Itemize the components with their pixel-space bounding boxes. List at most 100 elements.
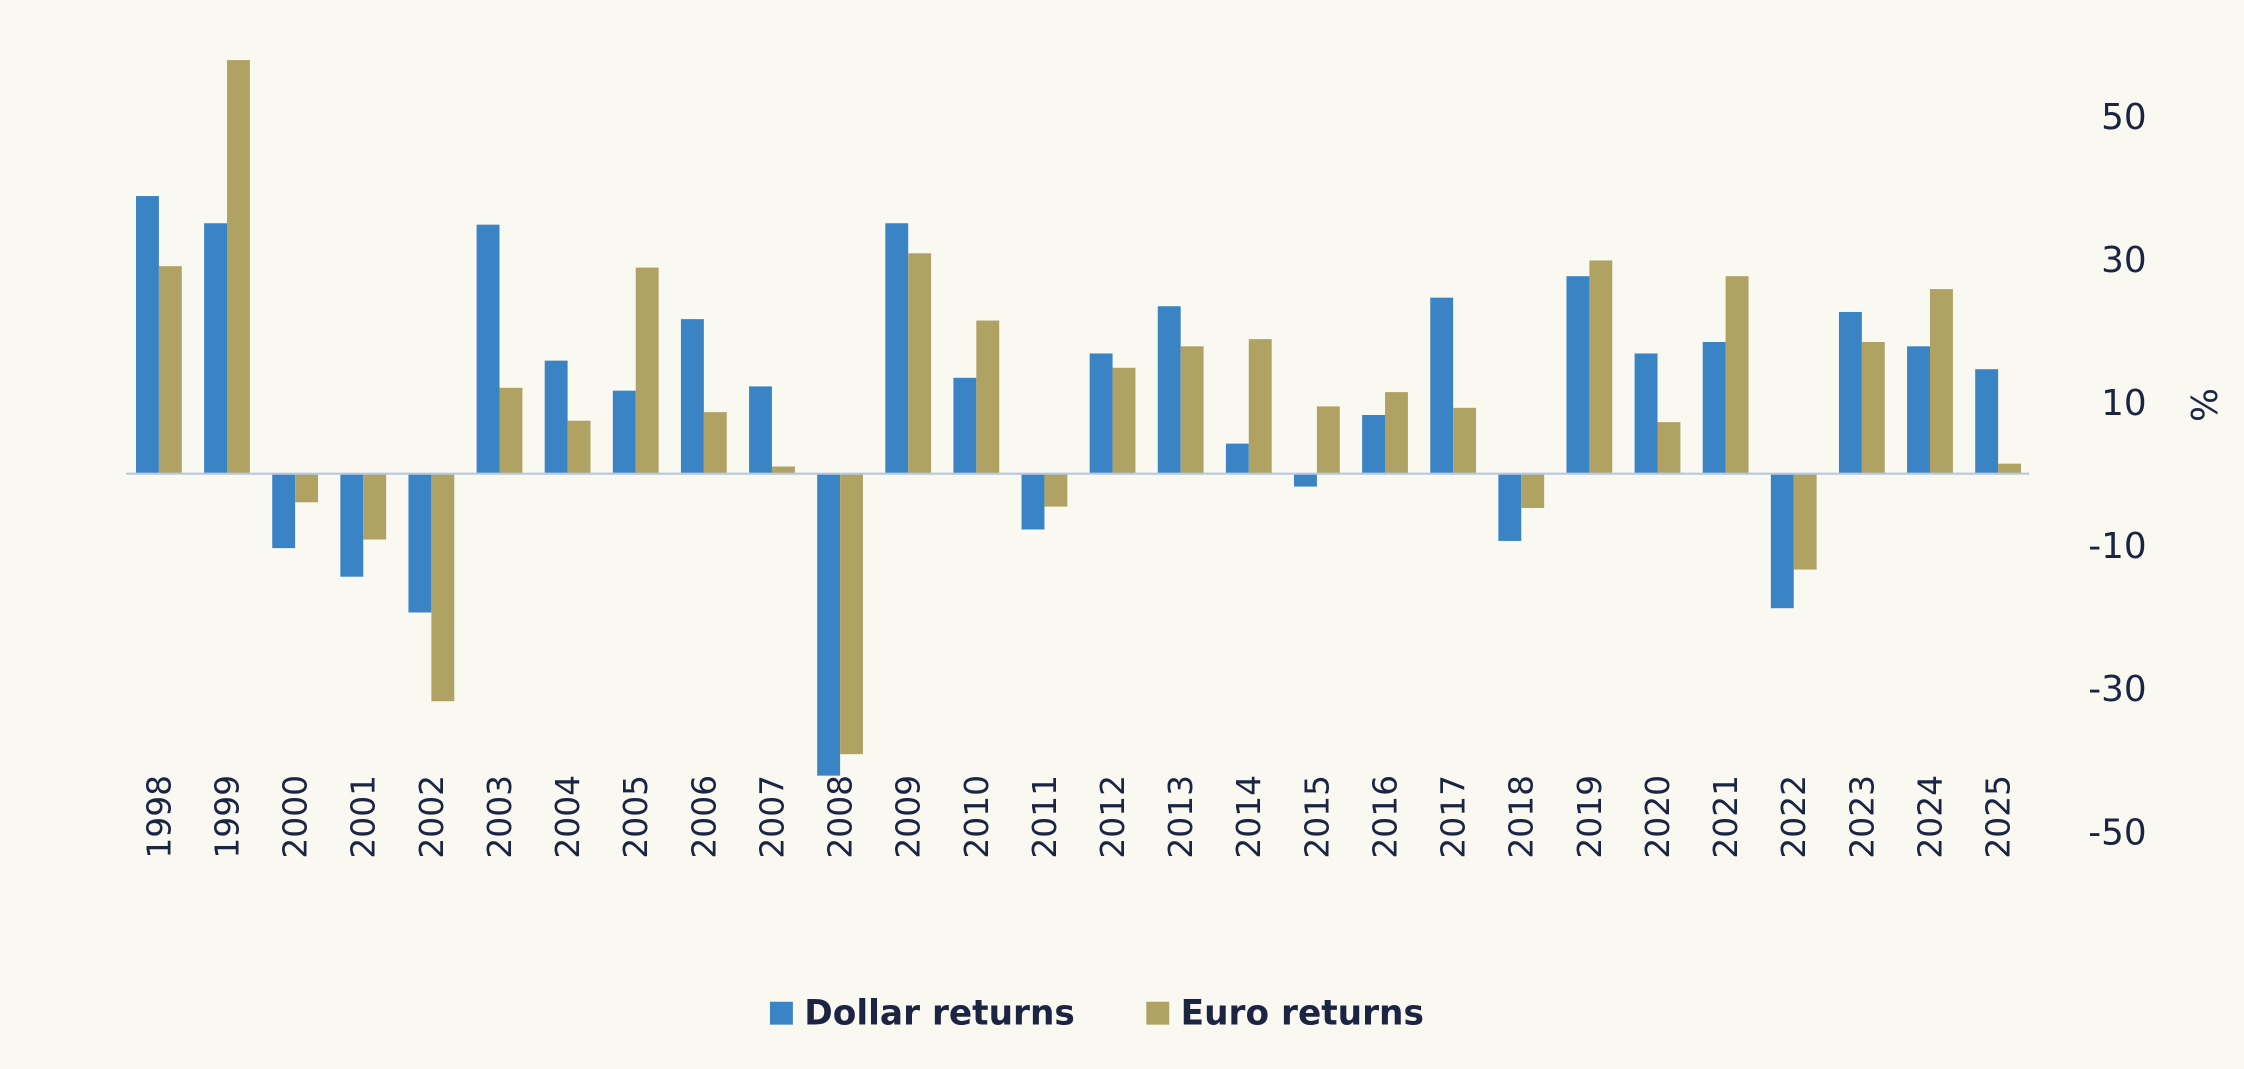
- dollar-bar-2017: [1430, 297, 1454, 474]
- x-tick-label: 2021: [1706, 775, 1745, 859]
- dollar-bar-2005: [612, 390, 636, 474]
- x-tick-label: 2012: [1093, 775, 1132, 859]
- legend-label-dollar: Dollar returns: [804, 994, 1075, 1034]
- x-tick-label: 2013: [1161, 775, 1200, 859]
- dollar-bar-2006: [680, 319, 704, 474]
- x-axis-ticks: 1998 1999 2000 2001 2002 2003 2004 2005 2006 2007…: [139, 775, 2017, 859]
- euro-bar-2014: [1248, 339, 1272, 474]
- y-axis-ticks: 50 30 10 -10 -30 -50: [2088, 97, 2146, 854]
- euro-bar-2011: [1044, 473, 1068, 507]
- euro-bar-2013: [1180, 346, 1204, 474]
- euro-bar-2025: [1998, 463, 2021, 474]
- x-tick-label: 1998: [139, 775, 178, 859]
- x-tick-label: 2006: [684, 775, 723, 859]
- dollar-bar-2011: [1021, 473, 1045, 530]
- euro-bar-2022: [1793, 473, 1817, 570]
- x-tick-label: 2018: [1502, 775, 1541, 859]
- x-tick-label: 1999: [207, 775, 246, 859]
- x-tick-label: 2024: [1910, 775, 1949, 859]
- x-tick-label: 2010: [957, 775, 996, 859]
- dollar-bar-2022: [1770, 473, 1794, 609]
- dollar-bar-2025: [1975, 369, 1999, 474]
- bars: [136, 60, 2021, 776]
- dollar-bar-2003: [476, 224, 500, 474]
- dollar-bar-2002: [408, 473, 432, 613]
- legend: Dollar returns Euro returns: [769, 994, 1424, 1034]
- dollar-bar-2014: [1225, 443, 1249, 474]
- x-tick-label: 2014: [1229, 775, 1268, 859]
- y-tick-label: 30: [2101, 240, 2147, 281]
- y-tick-label: -50: [2088, 812, 2146, 853]
- euro-bar-2018: [1521, 473, 1545, 509]
- y-tick-label: 50: [2101, 97, 2147, 138]
- y-tick-label: -10: [2088, 526, 2146, 567]
- x-tick-label: 2020: [1638, 775, 1677, 859]
- euro-bar-2003: [499, 387, 523, 474]
- euro-bar-2001: [363, 473, 387, 540]
- x-tick-label: 2007: [752, 775, 791, 859]
- euro-bar-2017: [1453, 407, 1477, 474]
- dollar-bar-2012: [1089, 353, 1113, 474]
- euro-bar-2002: [431, 473, 455, 702]
- x-tick-label: 2005: [616, 775, 655, 859]
- euro-bar-2021: [1725, 276, 1749, 474]
- dollar-bar-2023: [1838, 311, 1862, 474]
- x-tick-label: 2011: [1025, 775, 1064, 859]
- euro-bar-1999: [227, 60, 250, 474]
- dollar-bar-2000: [272, 473, 296, 549]
- dollar-bar-2021: [1702, 342, 1726, 474]
- dollar-bar-2013: [1157, 306, 1181, 474]
- dollar-bar-2007: [749, 386, 772, 474]
- euro-bar-2016: [1385, 392, 1408, 474]
- euro-bar-2008: [840, 473, 863, 755]
- y-axis-label: %: [2182, 388, 2223, 422]
- dollar-bar-2024: [1907, 346, 1930, 474]
- dollar-bar-2010: [953, 377, 977, 474]
- euro-bar-2009: [908, 253, 932, 474]
- x-tick-label: 2025: [1979, 775, 2018, 859]
- dollar-bar-1998: [136, 196, 159, 474]
- euro-bar-2024: [1929, 289, 1953, 474]
- euro-bar-2004: [567, 420, 591, 474]
- euro-bar-2005: [635, 267, 659, 474]
- dollar-bar-2009: [885, 223, 909, 474]
- euro-bar-1998: [158, 266, 182, 474]
- euro-bar-2000: [295, 473, 319, 503]
- x-tick-label: 2004: [548, 775, 587, 859]
- dollar-bar-2008: [817, 473, 841, 776]
- euro-bar-2007: [771, 466, 795, 474]
- euro-bar-2010: [976, 320, 1000, 474]
- euro-bar-2019: [1589, 260, 1613, 474]
- euro-bar-2020: [1657, 422, 1681, 474]
- x-tick-label: 2008: [821, 775, 860, 859]
- dollar-bar-2020: [1634, 353, 1658, 474]
- euro-bar-2012: [1112, 367, 1136, 474]
- x-tick-label: 2022: [1774, 775, 1813, 859]
- x-tick-label: 2009: [889, 775, 928, 859]
- euro-bar-2023: [1861, 342, 1885, 474]
- euro-bar-2015: [1316, 406, 1340, 474]
- x-tick-label: 2017: [1434, 775, 1473, 859]
- x-tick-label: 2023: [1842, 775, 1881, 859]
- dollar-bar-2004: [544, 360, 568, 474]
- x-tick-label: 2001: [344, 775, 383, 859]
- legend-swatch-euro: [1146, 1001, 1170, 1025]
- x-tick-label: 2019: [1570, 775, 1609, 859]
- dollar-bar-2015: [1294, 473, 1317, 487]
- euro-bar-2006: [703, 412, 727, 474]
- y-tick-label: 10: [2101, 383, 2147, 424]
- y-tick-label: -30: [2088, 669, 2146, 710]
- dollar-bar-2001: [340, 473, 364, 577]
- x-tick-label: 2002: [412, 775, 451, 859]
- dollar-bar-2018: [1498, 473, 1522, 541]
- legend-swatch-dollar: [769, 1001, 793, 1025]
- legend-label-euro: Euro returns: [1181, 994, 1424, 1034]
- x-tick-label: 2000: [276, 775, 315, 859]
- x-tick-label: 2016: [1365, 775, 1404, 859]
- dollar-bar-2016: [1362, 415, 1386, 474]
- x-tick-label: 2015: [1297, 775, 1336, 859]
- x-tick-label: 2003: [480, 775, 519, 859]
- dollar-bar-2019: [1566, 276, 1590, 474]
- dollar-bar-1999: [204, 223, 228, 474]
